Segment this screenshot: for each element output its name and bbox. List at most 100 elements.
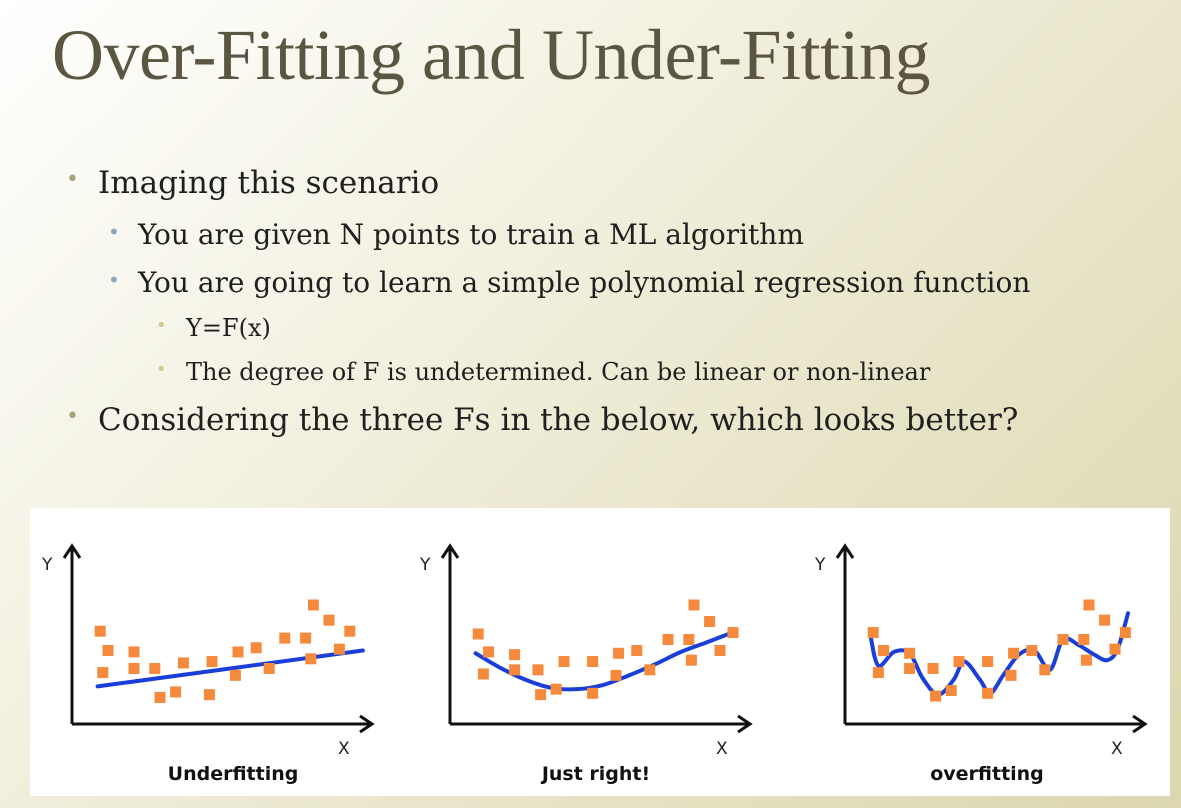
data-point	[904, 647, 916, 659]
x-axis-arrow-icon	[1132, 714, 1148, 734]
data-point	[477, 668, 489, 680]
data-point	[587, 656, 599, 668]
data-point	[323, 614, 335, 626]
bullet-given-points: • You are given N points to train a ML a…	[108, 218, 804, 251]
bullet-text: You are going to learn a simple polynomi…	[138, 266, 1031, 299]
data-point	[930, 690, 942, 702]
bullet-degree: • The degree of F is undetermined. Can b…	[156, 358, 930, 386]
data-point	[333, 643, 345, 655]
data-point	[688, 599, 700, 611]
chart-caption: Underfitting	[168, 763, 299, 785]
y-axis-label: Y	[41, 555, 53, 575]
data-point	[927, 662, 939, 674]
bullet-dot-icon: •	[66, 404, 79, 429]
x-axis-label: X	[716, 739, 728, 759]
y-axis-label: Y	[814, 555, 826, 575]
x-axis-label: X	[1111, 739, 1123, 759]
data-point	[128, 662, 140, 674]
data-point	[263, 662, 275, 674]
bullet-dot-icon: •	[66, 167, 79, 192]
data-point	[1083, 599, 1095, 611]
data-point	[1119, 627, 1131, 639]
bullet-yfx: • Y=F(x)	[156, 314, 271, 342]
data-point	[229, 669, 241, 681]
data-point	[483, 646, 495, 658]
data-point	[509, 664, 521, 676]
y-axis-arrow-icon	[835, 543, 855, 559]
data-point	[1109, 643, 1121, 655]
data-point	[1005, 669, 1017, 681]
data-point	[154, 691, 166, 703]
bullet-imaging-scenario: • Imaging this scenario	[66, 165, 440, 201]
slide-title: Over-Fitting and Under-Fitting	[52, 15, 931, 95]
data-point	[704, 616, 716, 628]
data-point	[613, 647, 625, 659]
y-axis-label: Y	[419, 555, 431, 575]
data-point	[867, 627, 879, 639]
data-point	[344, 625, 356, 637]
data-point	[631, 645, 643, 657]
data-point	[206, 656, 218, 668]
data-point	[1080, 654, 1092, 666]
data-point	[232, 646, 244, 658]
data-point	[177, 657, 189, 669]
data-point	[1057, 633, 1069, 645]
x-axis-arrow-icon	[737, 714, 753, 734]
fit-curve	[473, 629, 738, 692]
data-point	[1099, 614, 1111, 626]
bullet-text: Imaging this scenario	[98, 165, 440, 201]
bullet-text: Y=F(x)	[186, 314, 271, 342]
data-point	[878, 645, 890, 657]
data-point	[953, 656, 965, 668]
data-point	[945, 685, 957, 697]
data-point	[558, 656, 570, 668]
bullet-text: You are given N points to train a ML alg…	[138, 218, 804, 251]
chart-caption: Just right!	[540, 763, 650, 785]
y-axis-arrow-icon	[62, 543, 82, 559]
x-axis-label: X	[338, 739, 350, 759]
data-point	[683, 633, 695, 645]
bullet-learn-regression: • You are going to learn a simple polyno…	[108, 266, 1031, 299]
data-point	[102, 645, 114, 657]
data-point	[662, 633, 674, 645]
data-point	[587, 687, 599, 699]
data-point	[904, 662, 916, 674]
data-point	[644, 664, 656, 676]
chart-caption: overfitting	[930, 763, 1044, 785]
data-point	[94, 625, 106, 637]
x-axis-arrow-icon	[359, 714, 375, 734]
data-point	[128, 646, 140, 658]
data-point	[535, 689, 547, 701]
bullet-dot-icon: •	[156, 315, 167, 336]
bullet-text: Considering the three Fs in the below, w…	[98, 402, 1019, 438]
bullet-dot-icon: •	[108, 220, 120, 244]
data-point	[279, 632, 291, 644]
data-point	[714, 645, 726, 657]
data-point	[1039, 664, 1051, 676]
data-point	[982, 656, 994, 668]
data-point	[685, 654, 697, 666]
data-point	[250, 642, 262, 654]
y-axis-arrow-icon	[440, 543, 460, 559]
data-point	[472, 628, 484, 640]
data-point	[532, 664, 544, 676]
data-point	[509, 649, 521, 661]
fit-curve	[95, 648, 365, 689]
chart-1: Y X Underfitting	[41, 543, 375, 785]
chart-2: Y X Just right!	[419, 543, 753, 785]
bullet-dot-icon: •	[108, 268, 120, 292]
data-point	[982, 687, 994, 699]
data-point	[203, 689, 215, 701]
data-point	[1026, 645, 1038, 657]
data-point	[727, 627, 739, 639]
data-point	[307, 599, 319, 611]
data-point	[149, 662, 161, 674]
data-point	[550, 683, 562, 695]
data-point	[170, 686, 182, 698]
data-point	[305, 653, 317, 665]
data-point	[1008, 647, 1020, 659]
bullet-three-fs: • Considering the three Fs in the below,…	[66, 402, 1019, 438]
